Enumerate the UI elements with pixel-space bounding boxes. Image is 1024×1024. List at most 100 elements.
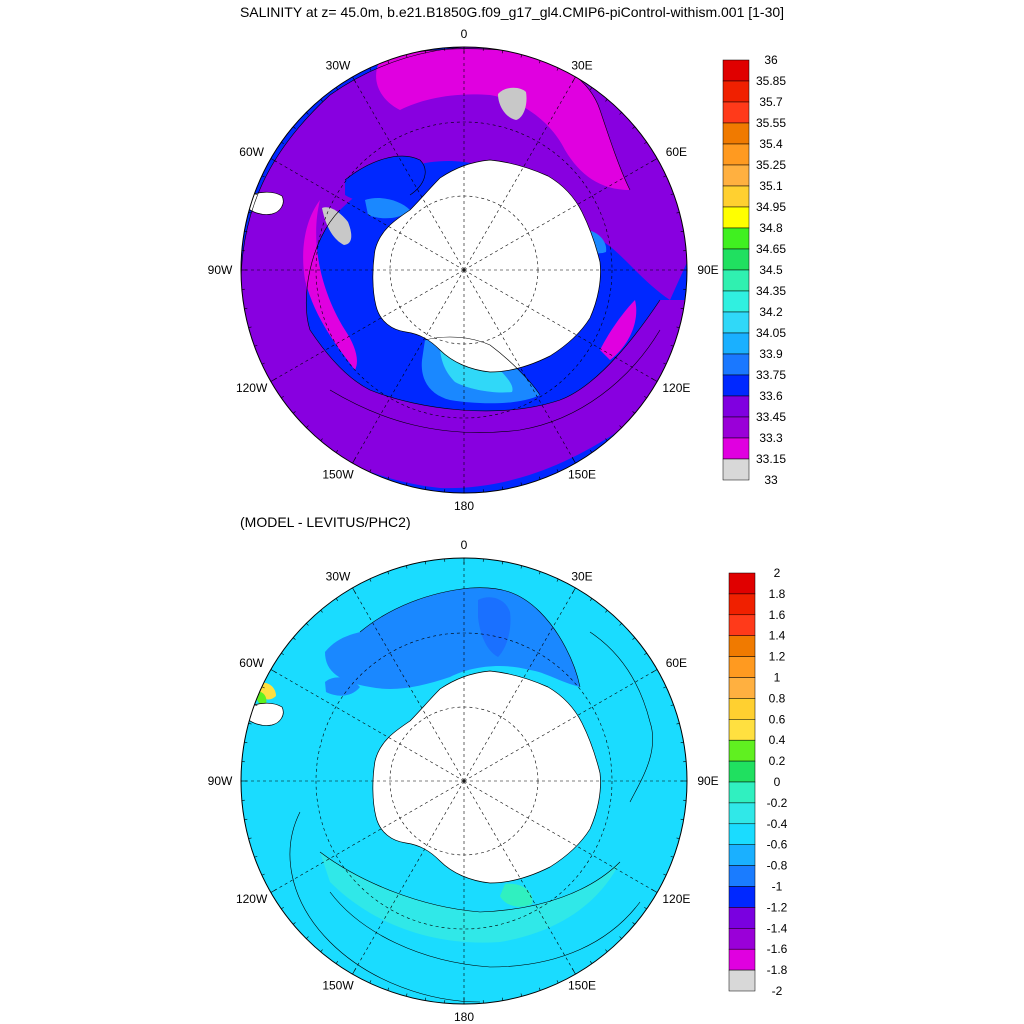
lon-label: 150W — [322, 467, 354, 481]
colorbar-label: -0.8 — [767, 859, 788, 873]
lon-label: 30W — [326, 570, 351, 584]
colorbar-label: 1 — [774, 671, 781, 685]
colorbar-swatch — [722, 437, 750, 460]
lon-label: 90W — [208, 263, 233, 277]
lon-label: 180 — [454, 499, 474, 512]
colorbar-swatch — [728, 739, 756, 762]
colorbar-label: 33.15 — [756, 452, 786, 466]
longitude-labels: 0 30E 60E 90E 120E 150E 180 150W 120W 90W 60W 30W — [208, 27, 719, 512]
colorbar-swatch — [728, 593, 756, 616]
colorbar-swatch — [728, 823, 756, 845]
colorbar-label: -0.2 — [767, 796, 788, 810]
colorbar-label: 33.45 — [756, 410, 786, 424]
colorbar-label: -0.4 — [767, 817, 788, 831]
colorbar-label: 35.85 — [756, 74, 786, 88]
colorbar-swatch — [722, 374, 750, 397]
salinity-contours — [241, 47, 687, 433]
lon-label: 30E — [571, 59, 592, 73]
colorbar-swatch — [722, 185, 750, 208]
colorbar-label: 33.75 — [756, 368, 786, 382]
colorbar-swatch — [722, 290, 750, 313]
colorbar-swatch — [722, 353, 750, 376]
colorbar-label: 1.4 — [769, 629, 786, 643]
colorbar-swatch — [728, 886, 756, 908]
colorbar-swatch — [728, 844, 756, 866]
colorbar-swatch — [728, 698, 756, 720]
colorbar-swatch — [728, 802, 756, 825]
lon-label: 150W — [322, 978, 354, 992]
colorbar-swatch — [722, 311, 750, 334]
colorbar-swatch — [728, 719, 756, 741]
difference-map-title: (MODEL - LEVITUS/PHC2) — [240, 514, 411, 530]
colorbar-swatch — [728, 907, 756, 929]
lon-label: 60W — [239, 145, 264, 159]
colorbar-swatch — [728, 865, 756, 887]
colorbar-label: -1.6 — [767, 942, 788, 956]
colorbar-label: 36 — [764, 53, 778, 67]
salinity-colorbar: 36 35.85 35.7 35.55 35.4 35.25 35.1 34.95 34.8 34… — [722, 53, 786, 487]
colorbar-label: 35.1 — [759, 179, 783, 193]
colorbar-label: -0.6 — [767, 838, 788, 852]
colorbar-swatch — [728, 928, 756, 950]
graticule — [241, 558, 687, 1004]
lon-label: 150E — [568, 467, 596, 481]
colorbar-swatch — [728, 635, 756, 657]
colorbar-swatch — [722, 332, 750, 355]
main-title: SALINITY at z= 45.0m, b.e21.B1850G.f09_g… — [239, 4, 785, 20]
colorbar-label: 1.8 — [769, 587, 786, 601]
longitude-labels: 0 30E 60E 90E 120E 150E 180 150W 120W 90W 60W 30W — [208, 538, 719, 1024]
colorbar-swatch — [728, 781, 756, 804]
colorbar-label: -1.8 — [767, 963, 788, 977]
colorbar-label: -1.2 — [767, 900, 788, 914]
colorbar-label: 0.4 — [769, 733, 786, 747]
longitude-ticks — [241, 558, 687, 1004]
lon-label: 30E — [571, 570, 592, 584]
colorbar-label: 2 — [774, 566, 781, 580]
colorbar-swatch — [722, 248, 750, 271]
colorbar-swatch — [722, 101, 750, 124]
colorbar-label: 0.6 — [769, 712, 786, 726]
colorbar-label: 34.2 — [759, 305, 783, 319]
colorbar-swatch — [722, 416, 750, 439]
colorbar-label: -1.4 — [767, 921, 788, 935]
colorbar-label: 1.2 — [769, 650, 786, 664]
lon-label: 120W — [236, 381, 268, 395]
colorbar-label: -2 — [772, 984, 783, 998]
lon-label: 90E — [697, 774, 718, 788]
colorbar-label: 33.6 — [759, 389, 783, 403]
lon-label: 120W — [236, 892, 268, 906]
lon-label: 150E — [568, 978, 596, 992]
colorbar-swatch — [722, 458, 750, 481]
colorbar-swatch — [722, 206, 750, 229]
lon-label: 180 — [454, 1010, 474, 1024]
lon-label: 0 — [461, 538, 468, 552]
colorbar-swatch — [728, 948, 756, 971]
colorbar-label: -1 — [772, 880, 783, 894]
colorbar-swatch — [728, 614, 756, 636]
colorbar-label: 34.65 — [756, 242, 786, 256]
colorbar-label: 0.2 — [769, 754, 786, 768]
lon-label: 120E — [662, 892, 690, 906]
colorbar-label: 34.95 — [756, 200, 786, 214]
salinity-field — [241, 47, 687, 493]
longitude-ticks — [241, 47, 687, 493]
colorbar-label: 35.7 — [759, 95, 783, 109]
salinity-polar-map: 0 30E 60E 90E 120E 150E 180 150W 120W 90W 60W 30W 3… — [208, 27, 787, 512]
colorbar-swatch — [728, 677, 756, 699]
colorbar-label: 35.55 — [756, 116, 786, 130]
colorbar-swatch — [728, 760, 756, 783]
colorbar-label: 0 — [774, 775, 781, 789]
colorbar-swatch — [722, 80, 750, 103]
colorbar-label: 35.25 — [756, 158, 786, 172]
colorbar-swatch — [722, 395, 750, 418]
colorbar-label: 34.35 — [756, 284, 786, 298]
lon-label: 60E — [666, 656, 687, 670]
lon-label: 90W — [208, 774, 233, 788]
lon-label: 0 — [461, 27, 468, 41]
colorbar-label: 35.4 — [759, 137, 783, 151]
colorbar-label: 34.8 — [759, 221, 783, 235]
colorbar-label: 33 — [764, 473, 778, 487]
colorbar-swatch — [722, 164, 750, 187]
difference-colorbar: 2 1.8 1.6 1.4 1.2 1 0.8 0.6 0.4 0.2 0 -0.2 -0.4 -0.6 -… — [728, 566, 788, 998]
lon-label: 60E — [666, 145, 687, 159]
